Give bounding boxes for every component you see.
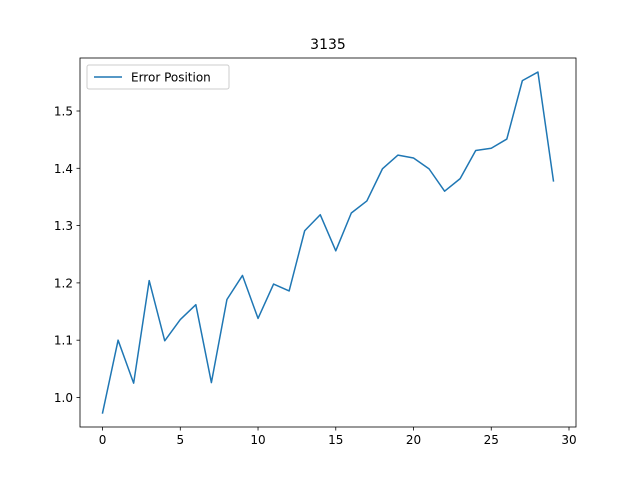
x-tick-label: 25 bbox=[484, 433, 499, 447]
y-tick-label: 1.0 bbox=[54, 391, 73, 405]
x-tick-label: 10 bbox=[250, 433, 265, 447]
chart-title: 3135 bbox=[310, 37, 346, 53]
y-tick-label: 1.2 bbox=[54, 276, 73, 290]
x-tick-label: 30 bbox=[561, 433, 576, 447]
y-tick-label: 1.4 bbox=[54, 162, 73, 176]
x-tick-label: 15 bbox=[328, 433, 343, 447]
y-tick-label: 1.3 bbox=[54, 219, 73, 233]
y-tick-label: 1.1 bbox=[54, 334, 73, 348]
x-tick-label: 5 bbox=[176, 433, 184, 447]
x-tick-label: 0 bbox=[99, 433, 107, 447]
series-line bbox=[101, 71, 555, 414]
legend-label: Error Position bbox=[131, 71, 211, 85]
legend-box bbox=[86, 64, 230, 90]
axes-frame bbox=[79, 57, 577, 428]
plot-area: 0 5 10 15 20 25 30 1.0 1.1 1.2 1.3 1.4 1.5 Error Posi… bbox=[54, 57, 577, 447]
y-tick-label: 1.5 bbox=[54, 105, 73, 119]
x-tick-label: 20 bbox=[406, 433, 421, 447]
